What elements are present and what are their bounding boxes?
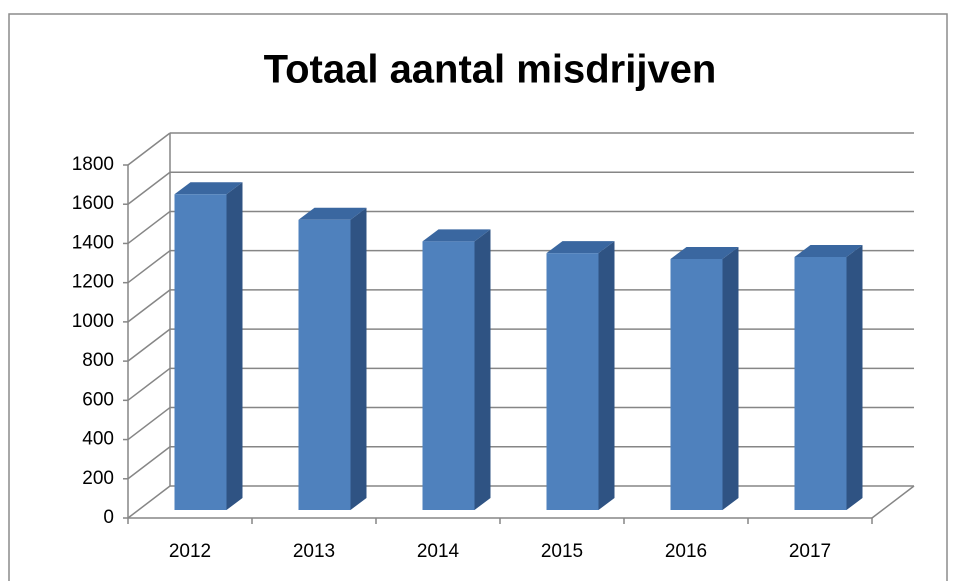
bar [174, 182, 243, 510]
bar-top [670, 246, 739, 259]
bar-top [794, 245, 863, 258]
y-tick-label: 400 [82, 429, 114, 450]
bar [422, 229, 491, 511]
x-tick-label: 2015 [541, 541, 583, 562]
grid-line [127, 485, 171, 519]
grid-line [127, 446, 171, 480]
y-tick-label: 1000 [72, 311, 114, 332]
bar-side [722, 246, 739, 510]
bar-side [350, 207, 367, 510]
x-tick-label: 2017 [789, 541, 831, 562]
x-tick-label: 2013 [293, 541, 335, 562]
y-tick-label: 0 [103, 507, 114, 528]
x-tick-label: 2012 [169, 541, 211, 562]
bar [670, 246, 739, 510]
grid-line [127, 328, 171, 362]
y-tick-label: 1800 [72, 154, 114, 175]
bar-front [794, 257, 847, 510]
grid-line [127, 171, 171, 205]
bar-front [174, 194, 227, 510]
x-tick-label: 2016 [665, 541, 707, 562]
chart-title: Totaal aantal misdrijven [264, 48, 717, 92]
bar-top [298, 207, 367, 220]
grid-line [127, 132, 171, 166]
bar-side [598, 241, 615, 510]
y-tick-label: 200 [82, 468, 114, 489]
y-tick-label: 800 [82, 350, 114, 371]
bar-side [846, 245, 863, 510]
floor-edge [871, 485, 915, 519]
grid-line [127, 210, 171, 245]
bar-side [474, 229, 491, 511]
bar [298, 207, 367, 510]
x-tick-label: 2014 [417, 541, 460, 562]
grid-line [127, 367, 171, 401]
bar-front [422, 241, 475, 511]
y-tick-label: 1400 [72, 232, 114, 253]
y-tick-label: 1200 [72, 272, 114, 293]
grid-line [127, 289, 171, 323]
bar-front [546, 253, 599, 510]
bar [546, 241, 615, 510]
bar [794, 245, 863, 510]
grid-line [127, 406, 171, 441]
y-tick-label: 1600 [72, 193, 114, 214]
bar-top [174, 182, 243, 195]
bar-side [226, 182, 243, 510]
bar-front [670, 258, 723, 510]
y-tick-label: 600 [82, 389, 114, 410]
bar-top [546, 241, 615, 254]
grid-line [127, 250, 171, 284]
bar-front [298, 219, 351, 510]
bar-top [422, 229, 491, 242]
